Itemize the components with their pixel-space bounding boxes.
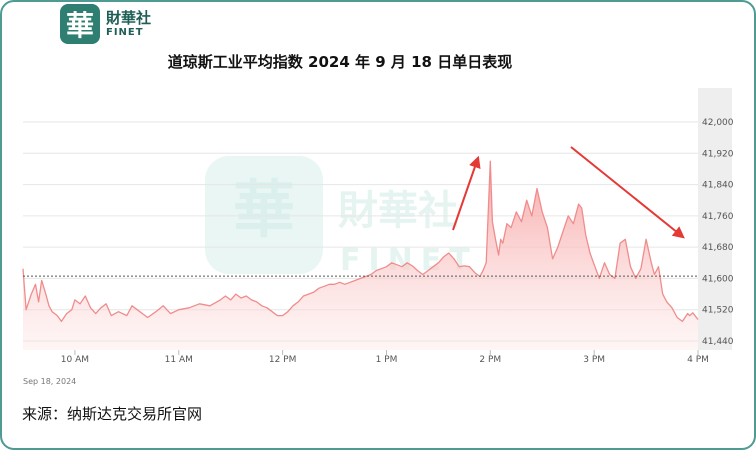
y-tick-label: 42,000 <box>702 118 734 128</box>
y-tick-label: 41,760 <box>702 212 734 222</box>
brand-name-cn: 財華社 <box>106 8 152 27</box>
x-tick-label: 1 PM <box>376 355 398 365</box>
x-tick-label: 2 PM <box>479 355 501 365</box>
watermark-name-cn: 財華社 <box>338 188 458 234</box>
chart-card <box>0 0 756 450</box>
watermark-badge-char: 華 <box>233 173 295 246</box>
y-tick-label: 41,600 <box>702 274 734 284</box>
x-tick-label: 10 AM <box>61 355 89 365</box>
after-hours-band <box>698 88 732 350</box>
x-tick-label: 4 PM <box>687 355 709 365</box>
x-axis-ticks: 10 AM 11 AM 12 PM 1 PM 2 PM 3 PM 4 PM <box>61 350 709 365</box>
annotation-arrow-down <box>570 146 685 239</box>
brand-name: 財華社 FINET <box>106 8 152 38</box>
watermark: 華 財華社 FINET <box>205 156 470 278</box>
y-tick-label: 41,840 <box>702 181 734 191</box>
brand-badge-icon: 華 <box>60 4 100 44</box>
x-tick-label: 3 PM <box>583 355 605 365</box>
area-layer <box>22 160 699 350</box>
source-note: 来源：纳斯达克交易所官网 <box>22 405 203 423</box>
x-tick-label: 11 AM <box>165 355 193 365</box>
brand-name-en: FINET <box>106 26 144 38</box>
brand-logo: 華 財華社 FINET <box>60 4 151 44</box>
y-tick-label: 41,920 <box>702 149 734 159</box>
date-label: Sep 18, 2024 <box>23 377 76 386</box>
y-tick-label: 41,680 <box>702 243 734 253</box>
chart-title: 道琼斯工业平均指数 2024 年 9 月 18 日单日表现 <box>167 53 513 71</box>
annotation-arrow-up <box>452 155 481 231</box>
x-tick-label: 12 PM <box>269 355 297 365</box>
y-tick-label: 41,520 <box>702 306 734 316</box>
y-axis-ticks: 42,000 41,920 41,840 41,760 41,680 41,600 41,5… <box>702 118 734 347</box>
watermark-badge-icon <box>205 156 323 274</box>
series-line <box>22 160 699 323</box>
y-tick-label: 41,440 <box>702 337 734 347</box>
